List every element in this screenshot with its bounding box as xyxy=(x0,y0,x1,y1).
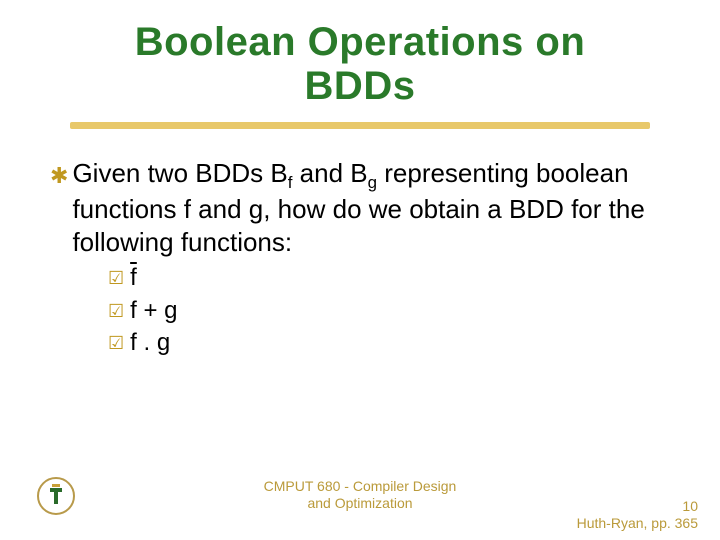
title-line-1: Boolean Operations on xyxy=(135,20,586,64)
symbol-Bg: Bg xyxy=(350,158,377,188)
slide-title: Boolean Operations on BDDs xyxy=(40,20,680,108)
slide: Boolean Operations on BDDs ✱ Given two B… xyxy=(0,0,720,540)
item-f-dot-g: f . g xyxy=(130,327,170,359)
content-area: ✱ Given two BDDs Bf and Bg representing … xyxy=(40,157,680,359)
sub-list: ☑ f ☑ f + g ☑ f . g xyxy=(108,262,670,359)
footer-course-line1: CMPUT 680 - Compiler Design xyxy=(264,478,457,494)
checkbox-icon: ☑ xyxy=(108,331,124,355)
list-item: ☑ f . g xyxy=(108,327,670,359)
footer-right: 10 Huth-Ryan, pp. 365 xyxy=(577,498,698,532)
item-not-f: f xyxy=(130,262,137,294)
slide-number: 10 xyxy=(682,498,698,514)
title-underline xyxy=(70,122,650,129)
item-f-plus-g: f + g xyxy=(130,295,177,327)
text-mid1: and xyxy=(292,158,350,188)
checkbox-icon: ☑ xyxy=(108,299,124,323)
list-item: ☑ f + g xyxy=(108,295,670,327)
list-item: ☑ f xyxy=(108,262,670,294)
text-prefix: Given two BDDs xyxy=(72,158,270,188)
main-bullet-text: Given two BDDs Bf and Bg representing bo… xyxy=(72,157,670,258)
footer-course-line2: and Optimization xyxy=(307,495,412,511)
burst-icon: ✱ xyxy=(50,162,68,190)
title-line-2: BDDs xyxy=(305,64,416,108)
footer-reference: Huth-Ryan, pp. 365 xyxy=(577,515,698,531)
checkbox-icon: ☑ xyxy=(108,266,124,290)
main-bullet-line: ✱ Given two BDDs Bf and Bg representing … xyxy=(50,157,670,258)
symbol-Bf: Bf xyxy=(270,158,292,188)
